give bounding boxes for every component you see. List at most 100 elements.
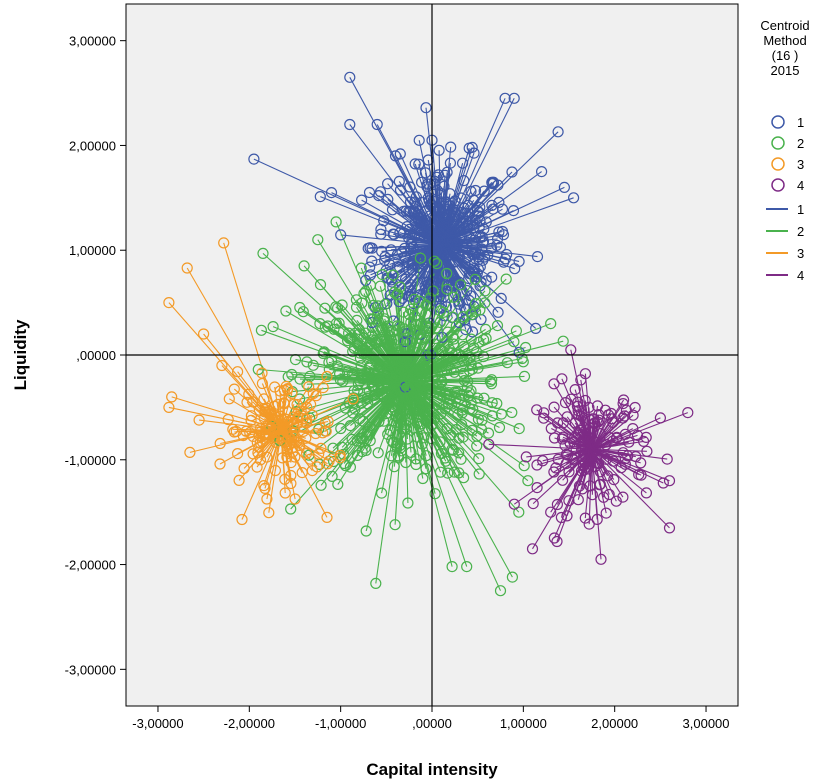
series-2-point bbox=[280, 305, 292, 317]
series-2-point bbox=[461, 381, 473, 393]
series-3-point bbox=[300, 413, 312, 425]
series-2-point bbox=[495, 408, 507, 420]
series-3-point bbox=[282, 383, 294, 395]
series-1-point bbox=[366, 255, 378, 267]
series-3-point bbox=[181, 262, 193, 274]
series-3-point bbox=[236, 513, 248, 526]
series-2-point bbox=[315, 479, 327, 491]
series-4-point bbox=[583, 518, 595, 530]
series-2-link bbox=[404, 380, 433, 426]
series-1-point bbox=[402, 281, 414, 293]
series-2-point bbox=[446, 398, 458, 410]
series-1-point bbox=[394, 148, 406, 160]
series-2-point bbox=[366, 322, 378, 334]
series-2-point bbox=[422, 377, 434, 390]
series-1-point bbox=[395, 270, 408, 282]
series-2-point bbox=[432, 381, 445, 393]
series-3-point bbox=[198, 328, 210, 340]
series-3-point bbox=[285, 457, 297, 469]
series-3-point bbox=[261, 451, 273, 463]
series-2-point bbox=[378, 415, 390, 427]
series-1-point bbox=[374, 186, 387, 198]
series-1-point bbox=[420, 286, 432, 298]
series-2-point bbox=[371, 310, 383, 322]
series-2-point bbox=[387, 415, 399, 427]
series-2-point bbox=[383, 340, 395, 353]
series-1-point bbox=[506, 166, 518, 178]
series-2-point bbox=[405, 303, 417, 315]
series-2-point bbox=[363, 429, 375, 441]
series-4-point bbox=[641, 445, 653, 457]
series-2-point bbox=[473, 453, 485, 465]
series-1-point bbox=[473, 206, 485, 218]
series-3-point bbox=[253, 404, 265, 416]
series-3-point bbox=[281, 426, 293, 439]
legend-line-label: 2 bbox=[797, 224, 804, 239]
series-4-point bbox=[508, 498, 520, 510]
y-tick-label: -3,00000 bbox=[65, 662, 116, 677]
series-2-point bbox=[453, 447, 465, 459]
series-4-point bbox=[557, 417, 569, 429]
series-2-point bbox=[340, 460, 352, 472]
series-1-point bbox=[460, 215, 473, 228]
series-4-point bbox=[640, 487, 653, 499]
series-1-point bbox=[513, 255, 525, 267]
y-tick-label: 1,00000 bbox=[69, 243, 116, 258]
series-2-point bbox=[446, 347, 458, 359]
series-3-point bbox=[238, 462, 250, 474]
series-2-point bbox=[376, 487, 388, 499]
series-1-point bbox=[552, 126, 564, 138]
legend-marker-label: 3 bbox=[797, 157, 804, 172]
series-4-point bbox=[520, 451, 532, 463]
series-4-point bbox=[551, 417, 564, 429]
series-4-point bbox=[531, 404, 543, 416]
series-3-point bbox=[245, 410, 257, 422]
legend-marker bbox=[771, 178, 785, 192]
series-1-point bbox=[535, 166, 548, 178]
y-tick-label: -1,00000 bbox=[65, 453, 116, 468]
series-2-point bbox=[373, 366, 385, 378]
series-2-point bbox=[406, 408, 418, 420]
series-2-point bbox=[319, 302, 331, 314]
series-1-point bbox=[495, 292, 507, 304]
series-1-point bbox=[486, 199, 498, 211]
series-4-point bbox=[538, 412, 550, 424]
series-2-point bbox=[448, 466, 460, 478]
x-tick-label: 1,00000 bbox=[500, 716, 547, 731]
series-4-point bbox=[571, 400, 584, 412]
series-2-point bbox=[336, 441, 348, 453]
series-3-link bbox=[223, 242, 282, 431]
series-3-point bbox=[347, 393, 359, 405]
series-1-point bbox=[409, 217, 421, 229]
series-1-point bbox=[434, 234, 446, 246]
series-3-point bbox=[279, 487, 291, 499]
series-2-point bbox=[418, 432, 430, 444]
series-1-point bbox=[469, 184, 482, 197]
series-2-point bbox=[447, 444, 459, 456]
series-2-point bbox=[352, 339, 364, 351]
series-3-point bbox=[263, 408, 275, 420]
series-1-point bbox=[492, 306, 504, 318]
series-2-point bbox=[429, 488, 441, 500]
series-1-point bbox=[567, 192, 580, 204]
series-1-point bbox=[469, 264, 481, 276]
series-2-point bbox=[479, 285, 491, 297]
series-3-point bbox=[258, 393, 270, 405]
series-2-point bbox=[557, 335, 569, 347]
series-3-point bbox=[184, 446, 196, 458]
series-4-point bbox=[607, 455, 619, 467]
series-4-point bbox=[545, 506, 557, 518]
series-4-point bbox=[483, 438, 495, 450]
series-4-point bbox=[587, 445, 600, 457]
series-2-link bbox=[398, 381, 406, 458]
series-2-point bbox=[408, 396, 421, 408]
series-3-link bbox=[266, 430, 282, 500]
series-1-point bbox=[445, 141, 457, 153]
series-3-point bbox=[214, 458, 226, 470]
series-3-point bbox=[288, 417, 300, 429]
legend-title-line: Centroid bbox=[760, 18, 809, 33]
series-1-point bbox=[385, 274, 397, 286]
series-2-point bbox=[365, 313, 377, 325]
series-1-point bbox=[420, 102, 432, 114]
series-1-point bbox=[478, 185, 490, 197]
